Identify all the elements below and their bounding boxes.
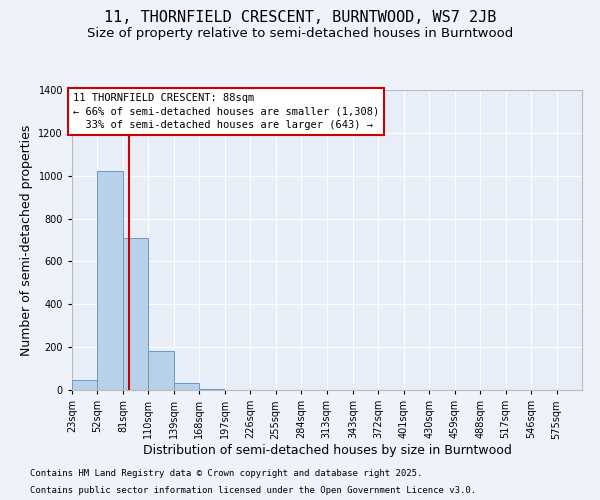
Text: 11, THORNFIELD CRESCENT, BURNTWOOD, WS7 2JB: 11, THORNFIELD CRESCENT, BURNTWOOD, WS7 …: [104, 10, 496, 25]
Bar: [174, 382, 199, 390]
Bar: [123, 238, 148, 390]
Bar: [148, 352, 173, 390]
Bar: [97, 172, 122, 390]
Text: 11 THORNFIELD CRESCENT: 88sqm
← 66% of semi-detached houses are smaller (1,308)
: 11 THORNFIELD CRESCENT: 88sqm ← 66% of s…: [73, 93, 379, 130]
Text: Size of property relative to semi-detached houses in Burntwood: Size of property relative to semi-detach…: [87, 28, 513, 40]
Bar: [72, 380, 97, 390]
X-axis label: Distribution of semi-detached houses by size in Burntwood: Distribution of semi-detached houses by …: [143, 444, 511, 457]
Text: Contains HM Land Registry data © Crown copyright and database right 2025.: Contains HM Land Registry data © Crown c…: [30, 468, 422, 477]
Bar: [199, 389, 224, 390]
Text: Contains public sector information licensed under the Open Government Licence v3: Contains public sector information licen…: [30, 486, 476, 495]
Y-axis label: Number of semi-detached properties: Number of semi-detached properties: [20, 124, 33, 356]
